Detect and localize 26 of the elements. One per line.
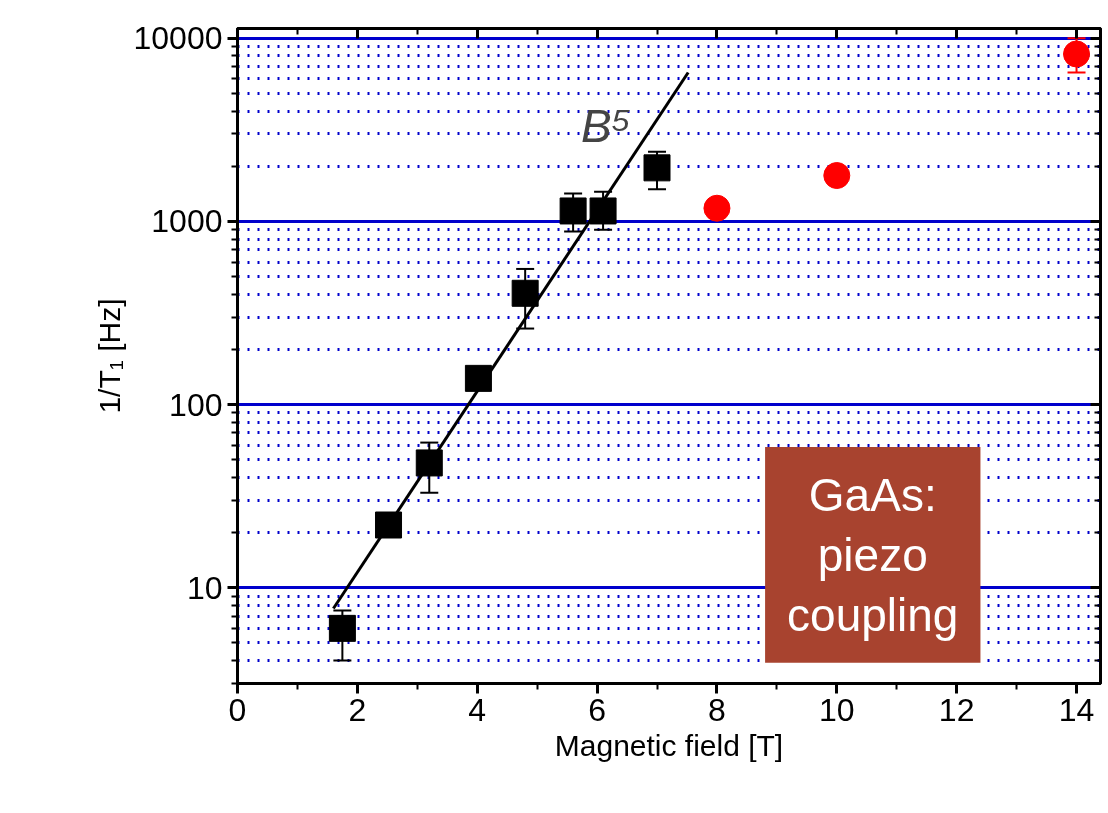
point <box>1063 40 1091 68</box>
point <box>328 614 356 642</box>
annotation: GaAs: piezo coupling <box>787 469 959 641</box>
x-tick-label: 14 <box>1058 691 1095 728</box>
point <box>589 197 617 225</box>
point <box>559 197 587 225</box>
y-tick-label: 100 <box>169 386 223 423</box>
x-tick-label: 2 <box>348 691 367 728</box>
point <box>703 194 731 222</box>
y-axis-title: 1/T₁ [Hz] <box>92 298 126 414</box>
y-tick-label: 10 <box>186 569 223 606</box>
x-tick-label: 8 <box>708 691 726 728</box>
x-tick-label: 10 <box>819 691 855 728</box>
point <box>823 162 851 189</box>
point <box>415 449 443 477</box>
x-axis-title: Magnetic field [T] <box>554 728 784 762</box>
x-tick-label: 12 <box>938 691 975 728</box>
x-tick-label: 6 <box>588 691 606 728</box>
x-tick-label: 4 <box>468 691 487 728</box>
point <box>511 279 539 307</box>
annotation: B⁵ <box>581 100 632 153</box>
point <box>643 154 671 182</box>
y-tick-label: 10000 <box>133 20 223 57</box>
point <box>375 511 403 539</box>
x-tick-label: 0 <box>228 691 247 728</box>
y-tick-label: 1000 <box>151 203 223 240</box>
